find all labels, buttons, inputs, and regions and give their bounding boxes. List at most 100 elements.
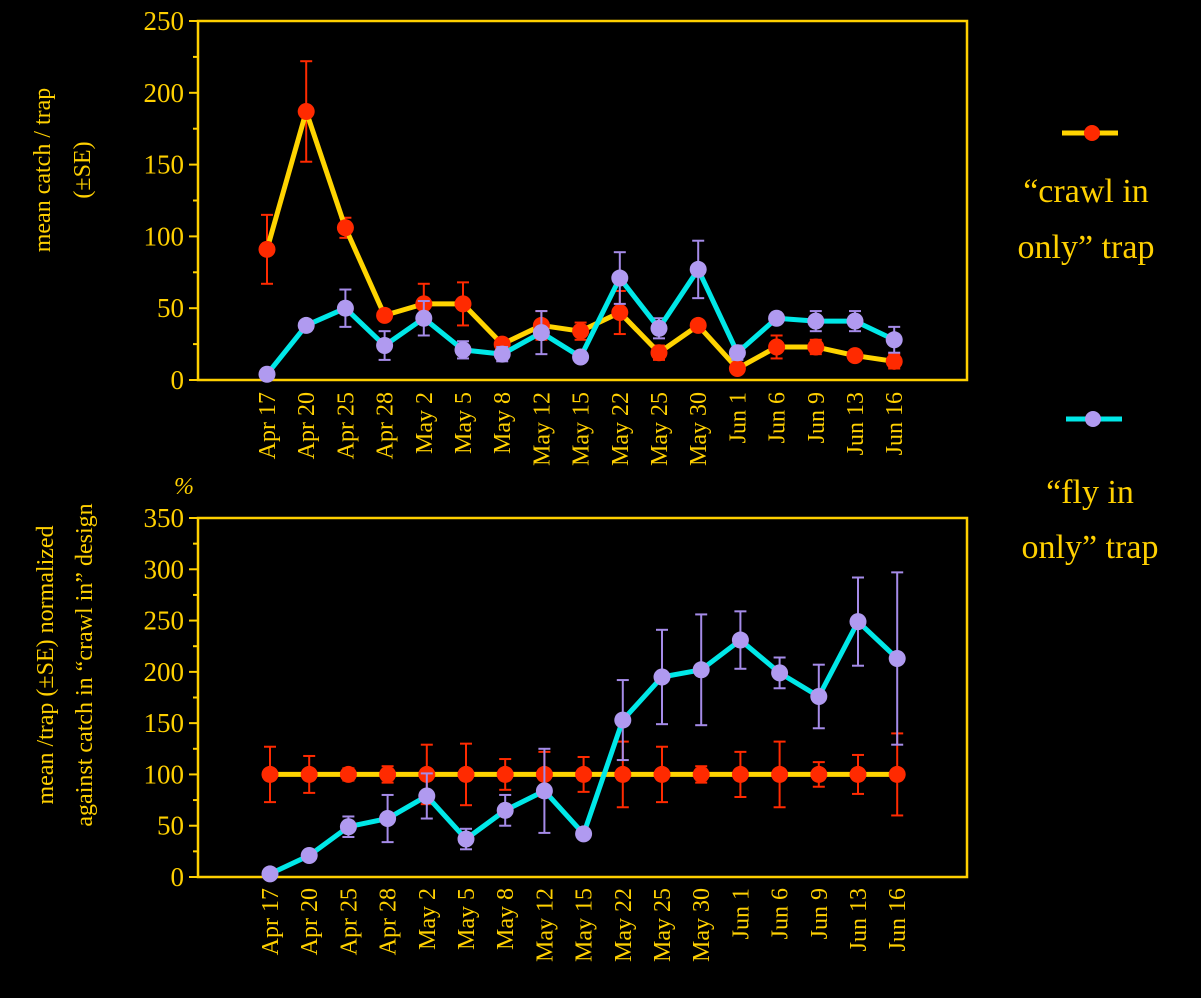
bottom-y-tick-label: 350: [144, 503, 185, 533]
top-x-tick-label: May 5: [451, 392, 477, 454]
top-y-tick-label: 200: [144, 78, 185, 108]
top-crawl-point: [258, 240, 276, 258]
top-fly-point: [728, 344, 746, 362]
bottom-crawl-point: [731, 765, 749, 783]
bottom-x-tick-label: Apr 28: [376, 888, 402, 955]
top-x-tick-label: Apr 28: [373, 392, 399, 459]
top-y-tick-label: 50: [157, 293, 184, 323]
top-x-tick-label: Jun 9: [804, 392, 830, 443]
bottom-y-tick-label: 100: [144, 759, 185, 789]
bottom-chart: 0 50 100 150 200 250 300 350 Apr 17 Apr 20 Apr 25 A…: [33, 474, 969, 962]
bottom-fly-point: [496, 801, 514, 819]
bottom-x-tick-label: Apr 17: [258, 888, 284, 955]
top-fly-point: [768, 309, 786, 327]
bottom-plot-frame: [196, 516, 969, 879]
bottom-x-tick-label: May 15: [572, 888, 598, 962]
top-y-axis-label: (±SE): [70, 141, 96, 198]
legend-crawl: “crawl in only” trap: [1018, 125, 1154, 266]
top-fly-point: [885, 331, 903, 349]
bottom-fly-point: [339, 818, 357, 836]
top-crawl-point: [454, 295, 472, 313]
bottom-crawl-point: [261, 765, 279, 783]
bottom-x-tick-label: Jun 9: [807, 888, 833, 939]
bottom-y-tick-label: 0: [171, 862, 185, 892]
top-crawl-point: [768, 338, 786, 356]
top-fly-point: [611, 269, 629, 287]
bottom-series-crawl: [261, 732, 906, 817]
legend-fly-label-line1: “fly in: [1046, 474, 1134, 511]
top-crawl-point: [572, 322, 590, 340]
bottom-crawl-point: [379, 765, 397, 783]
bottom-x-tick-label: Jun 1: [728, 888, 754, 939]
top-x-tick-label: Apr 25: [333, 392, 359, 459]
bottom-crawl-point: [457, 765, 475, 783]
bottom-x-tick-label: May 22: [611, 888, 637, 962]
bottom-fly-point: [575, 825, 593, 843]
top-fly-point: [336, 299, 354, 317]
bottom-x-tick-label: Jun 13: [846, 888, 872, 951]
bottom-x-tick-label: May 5: [454, 888, 480, 950]
top-x-tick-label: May 2: [412, 392, 438, 454]
bottom-fly-point: [535, 782, 553, 800]
top-crawl-point: [728, 360, 746, 378]
bottom-x-tick-label: May 25: [650, 888, 676, 962]
top-crawl-point: [611, 304, 629, 322]
bottom-fly-point: [771, 664, 789, 682]
bottom-crawl-point: [339, 765, 357, 783]
bottom-y-tick-label: 50: [157, 811, 184, 841]
bottom-x-tick-label: Apr 25: [336, 888, 362, 955]
legend: “crawl in only” trap “fly in only” trap: [1018, 125, 1159, 566]
bottom-crawl-point: [575, 765, 593, 783]
top-crawl-point: [846, 347, 864, 365]
top-y-tick-label: 250: [144, 6, 185, 36]
bottom-fly-point: [731, 631, 749, 649]
bottom-fly-point: [300, 846, 318, 864]
top-x-tick-label: Apr 17: [255, 392, 281, 459]
top-x-tick-label: May 12: [529, 392, 555, 466]
bottom-crawl-point: [810, 765, 828, 783]
top-y-axis-label: mean catch / trap: [30, 88, 56, 253]
bottom-x-tick-label: May 12: [532, 888, 558, 962]
legend-fly-label-line2: only” trap: [1022, 529, 1159, 566]
bottom-fly-point: [614, 711, 632, 729]
bottom-fly-point: [418, 787, 436, 805]
bottom-crawl-point: [771, 765, 789, 783]
bottom-y-axis-label: mean /trap (±SE) normalized: [33, 525, 59, 804]
bottom-crawl-point: [653, 765, 671, 783]
bottom-unit-label: %: [174, 474, 194, 500]
bottom-fly-point: [379, 810, 397, 828]
bottom-y-tick-label: 250: [144, 606, 185, 636]
top-fly-point: [493, 345, 511, 363]
bottom-crawl-point: [300, 765, 318, 783]
top-fly-point: [807, 312, 825, 330]
top-crawl-point: [297, 102, 315, 120]
top-x-tick-label: May 8: [490, 392, 516, 454]
bottom-y-tick-label: 200: [144, 657, 185, 687]
bottom-crawl-point: [849, 765, 867, 783]
bottom-x-tick-label: May 8: [493, 888, 519, 950]
top-fly-point: [689, 260, 707, 278]
top-chart: 0 50 100 150 200 250 Apr 17 Apr 20 Apr 25 Apr 28 M…: [30, 6, 969, 466]
bottom-crawl-point: [614, 765, 632, 783]
bottom-y-axis-label: against catch in “crawl in” design: [72, 503, 98, 826]
bottom-y-tick-label: 150: [144, 708, 185, 738]
top-x-tick-label: May 25: [647, 392, 673, 466]
top-fly-point: [258, 365, 276, 383]
top-fly-point: [454, 341, 472, 359]
top-fly-point: [846, 312, 864, 330]
top-crawl-point: [689, 316, 707, 334]
bottom-fly-point: [457, 830, 475, 848]
top-y-tick-label: 150: [144, 150, 185, 180]
bottom-crawl-point: [888, 765, 906, 783]
top-x-tick-label: Jun 13: [843, 392, 869, 455]
legend-fly: “fly in only” trap: [1022, 411, 1159, 566]
top-series-crawl: [258, 60, 903, 378]
top-x-tick-label: May 15: [569, 392, 595, 466]
top-fly-point: [650, 319, 668, 337]
top-crawl-point: [336, 219, 354, 237]
legend-fly-marker: [1085, 411, 1101, 427]
bottom-series-fly: [261, 571, 906, 883]
bottom-y-tick-label: 300: [144, 554, 185, 584]
top-fly-point: [297, 316, 315, 334]
